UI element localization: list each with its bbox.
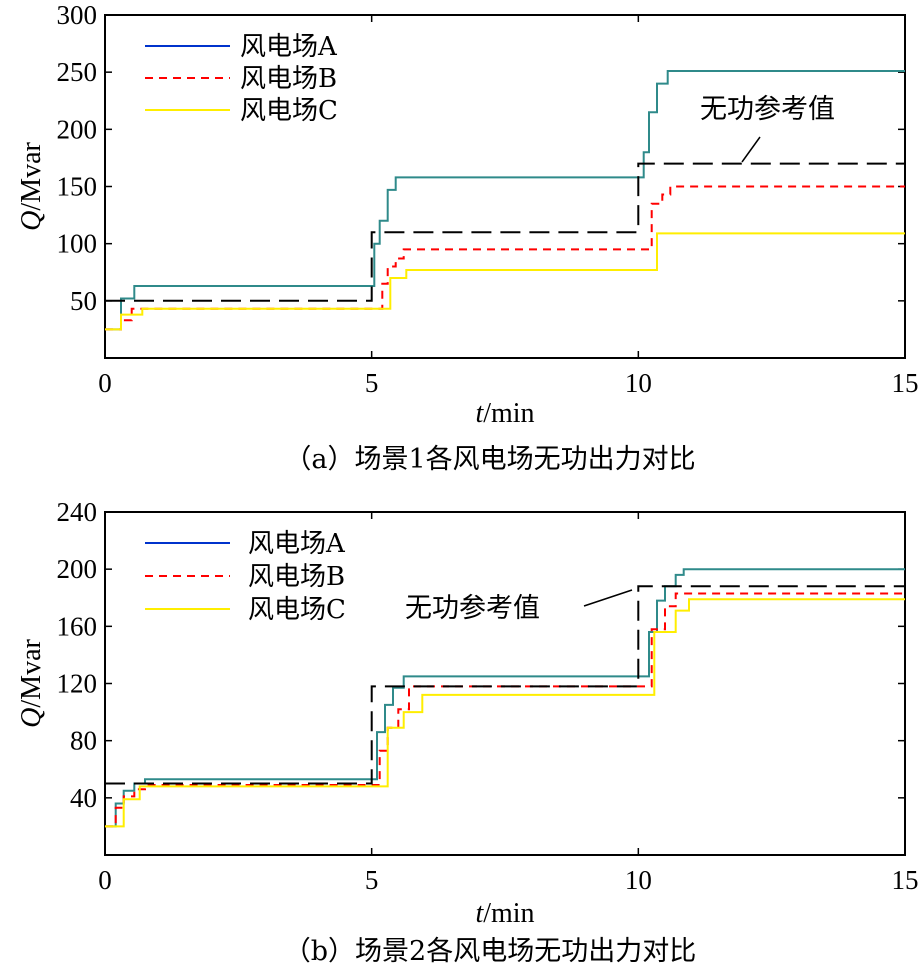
annotation-pointer [583,589,633,607]
chart-panel-a: 0 5 10 1550100150200250300t/minQ/Mvar风电场A风电… [16,0,919,475]
series-line-3 [105,162,905,302]
y-tick-label: 200 [57,554,98,584]
y-tick-label: 200 [57,114,98,144]
plot-frame [104,14,906,359]
legend-label-1: 风电场B [248,562,345,592]
series-line-1 [105,185,905,331]
x-tick-label: 5 [365,865,379,895]
x-axis-label: t/min [475,398,534,429]
x-tick-label: 0 [98,865,112,895]
y-tick-label: 100 [57,229,98,259]
x-tick-label: 10 [625,865,652,895]
y-tick-label: 40 [70,783,97,813]
annotation-pointer [741,136,761,163]
series-line-3 [105,585,905,785]
y-tick-label: 80 [70,726,97,756]
chart-caption: （b）场景2各风电场无功出力对比 [284,936,696,967]
legend-label-2: 风电场C [240,96,338,126]
series-line-1 [105,592,905,828]
x-axis-label: t/min [475,898,534,929]
y-tick-label: 150 [57,172,98,202]
plot-frame [104,511,906,856]
x-tick-label: 10 [625,368,652,398]
x-tick-label: 0 [98,368,112,398]
legend-label-0: 风电场A [240,32,338,62]
x-tick-label: 5 [365,368,379,398]
y-tick-label: 50 [70,286,97,316]
legend-label-2: 风电场C [248,595,346,625]
y-tick-label: 250 [57,57,98,87]
series-line-0 [105,70,905,331]
reference-annotation: 无功参考值 [405,593,540,624]
y-tick-label: 120 [57,669,98,699]
series-line-2 [105,598,905,828]
reference-annotation: 无功参考值 [700,94,835,125]
chart-panel-b: 0 5 10 154080120160200240t/minQ/Mvar风电场A风电场… [16,497,919,967]
y-tick-label: 300 [57,0,98,30]
y-tick-label: 240 [57,497,98,527]
x-tick-label: 15 [892,865,919,895]
y-axis-label: Q/Mvar [16,141,47,230]
y-tick-label: 160 [57,611,98,641]
x-tick-label: 15 [892,368,919,398]
legend-label-0: 风电场A [248,529,346,559]
legend-label-1: 风电场B [240,64,337,94]
series-line-2 [105,232,905,331]
chart-caption: （a）场景1各风电场无功出力对比 [284,444,695,475]
y-axis-label: Q/Mvar [16,638,47,727]
